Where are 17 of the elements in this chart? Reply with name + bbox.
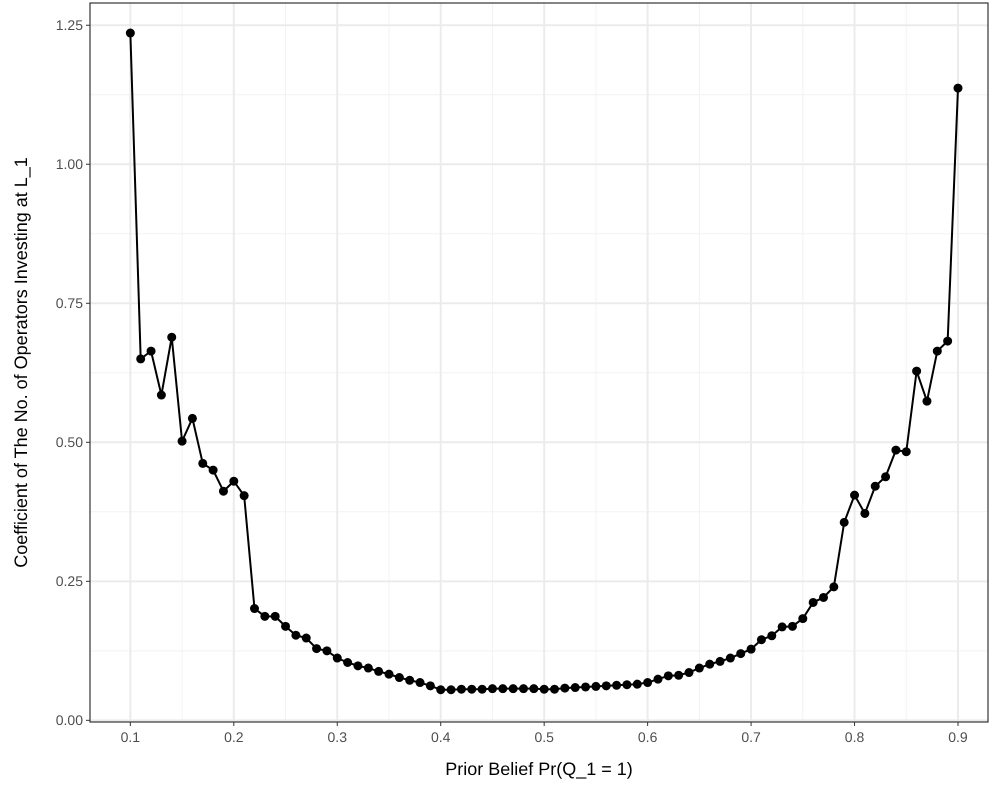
y-tick-label: 0.75 [56, 295, 84, 312]
y-tick-label: 0.00 [56, 712, 84, 728]
x-tick-label: 0.5 [534, 729, 554, 745]
x-tick-label: 0.2 [224, 729, 244, 745]
x-tick-label: 0.9 [948, 729, 968, 745]
y-tick-label: 1.25 [56, 17, 84, 34]
x-tick-label: 0.8 [844, 729, 864, 745]
y-axis-title: Coefficient of The No. of Operators Investing at L_1 [11, 157, 31, 568]
y-tick-label: 0.50 [56, 434, 84, 450]
x-tick-label: 0.4 [430, 729, 451, 745]
x-axis-title: Prior Belief Pr(Q_1 = 1) [445, 759, 633, 779]
x-tick-label: 0.1 [120, 729, 140, 745]
x-tick-label: 0.3 [328, 729, 348, 745]
x-tick-label: 0.7 [741, 729, 762, 745]
x-tick-label: 0.6 [638, 729, 658, 745]
y-tick-label: 0.25 [56, 573, 84, 590]
y-tick-label: 1.00 [56, 156, 84, 172]
